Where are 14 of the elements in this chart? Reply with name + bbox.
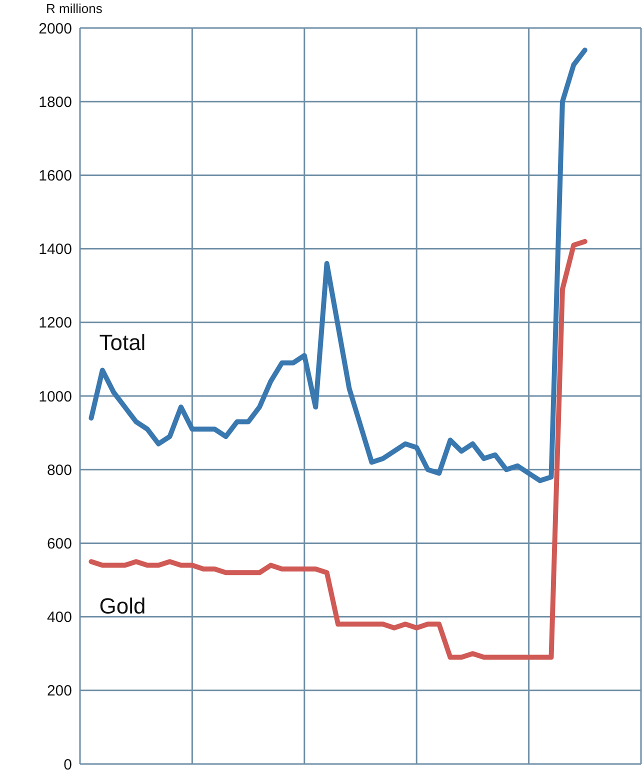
series-label: Total [99,330,146,356]
y-tick-label: 1000 [38,388,72,406]
y-tick-label: 0 [64,756,72,774]
y-tick-label: 1800 [38,94,72,111]
y-tick-label: 1200 [38,314,72,332]
series-label: Gold [99,594,146,619]
y-tick-label: 800 [46,462,72,479]
y-tick-label: 1600 [38,168,72,185]
y-tick-label: 1400 [38,241,72,258]
y-tick-label: 200 [46,682,72,700]
y-tick-label: 2000 [38,20,72,38]
y-tick-label: 400 [46,609,72,626]
y-axis-title: R millions [46,1,103,16]
y-tick-label: 600 [46,536,72,553]
